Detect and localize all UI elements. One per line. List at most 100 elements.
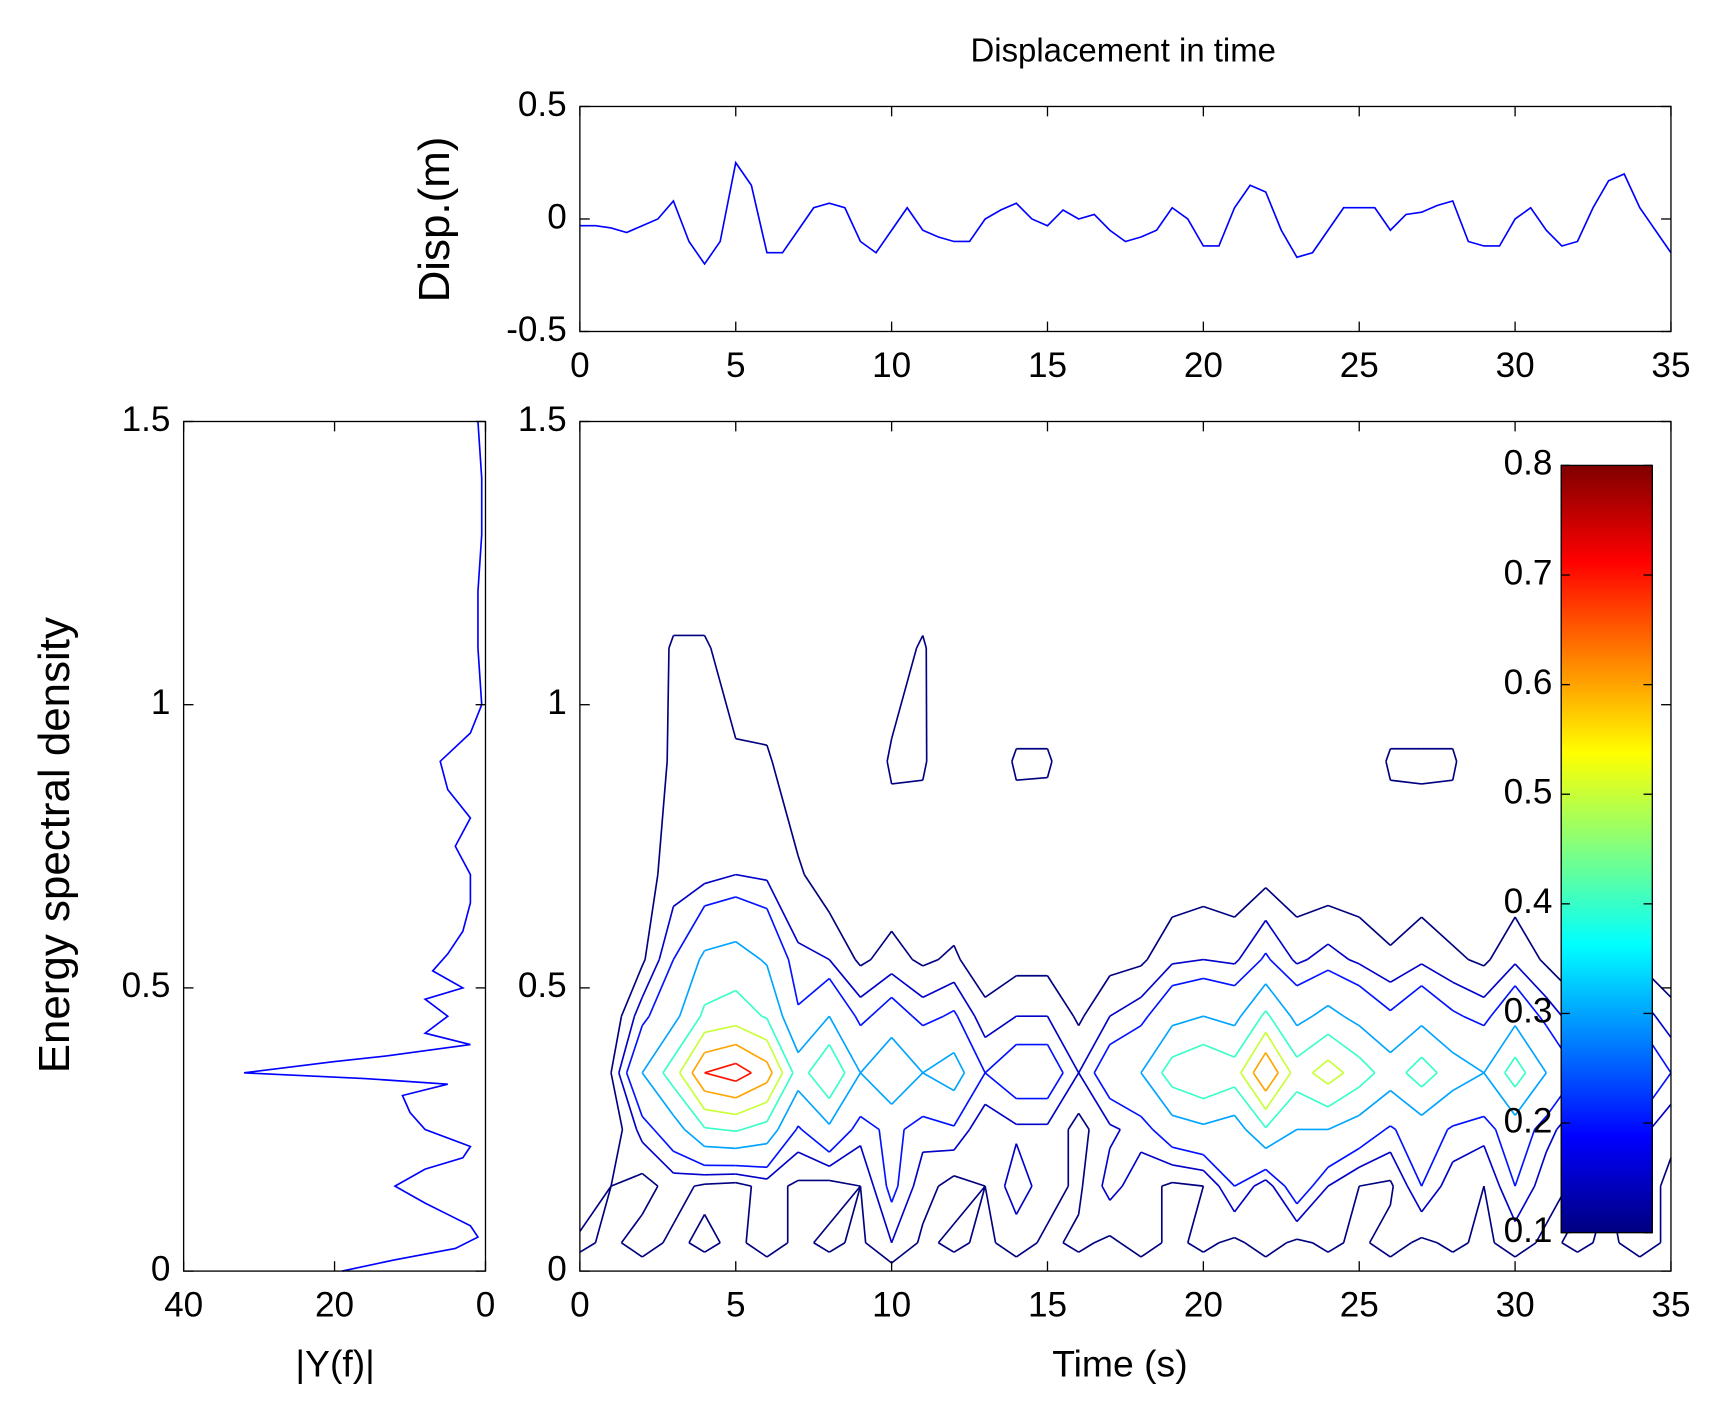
top-y-label: Disp.(m): [410, 137, 459, 303]
contour-segment: [1494, 1129, 1516, 1187]
contour-segment: [860, 958, 872, 967]
contour-segment: [1146, 916, 1173, 960]
x-tick-label: 20: [315, 1286, 354, 1325]
contour-segment: [1140, 1025, 1173, 1074]
contour-segment: [859, 1072, 893, 1105]
contour-segment: [1187, 1242, 1204, 1253]
contour-segment: [1296, 904, 1329, 918]
contour-segment: [1483, 1145, 1501, 1187]
contour-segment: [1109, 1097, 1142, 1118]
contour-segment: [1421, 916, 1454, 947]
contour-segment: [1171, 905, 1204, 918]
contour-segment: [890, 1185, 899, 1203]
contour-segment: [673, 1150, 705, 1167]
contour-segment: [891, 1072, 924, 1105]
contour-segment: [1240, 1072, 1267, 1110]
contour-segment: [828, 1044, 846, 1074]
contour-segment: [641, 1185, 675, 1244]
contour-segment: [618, 1072, 638, 1130]
contour-segment: [1483, 1185, 1496, 1243]
colorbar-tick-label: 0.4: [1504, 882, 1553, 921]
contour-segment: [1233, 887, 1267, 918]
contour-segment: [1109, 965, 1142, 977]
contour-segment: [1296, 1090, 1329, 1108]
contour-segment: [1311, 1166, 1329, 1187]
contour-segment: [735, 1043, 768, 1063]
x-tick-label: 5: [726, 346, 746, 385]
contour-segment: [1015, 1185, 1033, 1215]
contour-segment: [859, 1115, 880, 1131]
contour-segment: [1046, 1044, 1064, 1074]
contour-segment: [673, 1172, 705, 1176]
contour-segment: [1420, 1129, 1449, 1187]
colorbar-tick-label: 0.5: [1504, 773, 1553, 812]
contour-segment: [1452, 1009, 1464, 1017]
contour-segment: [766, 1039, 784, 1074]
colorbar-tick-label: 0.8: [1504, 444, 1553, 483]
contour-segment: [1245, 1128, 1267, 1149]
contour-segment: [1233, 958, 1240, 965]
contour-segment: [953, 1052, 966, 1074]
contour-segment: [1577, 1242, 1594, 1253]
contour-segment: [1172, 1181, 1204, 1187]
contour-segment: [828, 977, 856, 1017]
contour-segment: [699, 1004, 706, 1017]
x-tick-label: 40: [164, 1286, 203, 1325]
contour-segment: [1140, 958, 1148, 967]
contour-segment: [625, 1072, 644, 1117]
contour-segment: [662, 1072, 675, 1088]
contour-segment: [691, 1052, 706, 1074]
contour-segment: [1436, 1242, 1454, 1253]
contour-segment: [1202, 1154, 1236, 1187]
contour-segment: [704, 1242, 721, 1253]
contour-segment: [937, 1175, 955, 1187]
contour-segment: [937, 944, 955, 961]
contour-segment: [1109, 1024, 1142, 1046]
contour-segment: [1172, 958, 1204, 965]
contour-segment: [1077, 1072, 1111, 1125]
contour-segment: [1296, 1185, 1314, 1205]
contour-segment: [1545, 1129, 1558, 1153]
contour-segment: [678, 959, 701, 1017]
contour-segment: [1186, 1185, 1205, 1243]
contour-segment: [813, 1242, 830, 1253]
contour-segment: [1109, 1235, 1121, 1244]
contour-segment: [735, 873, 768, 882]
contour-segment: [1067, 1112, 1080, 1130]
contour-segment: [890, 930, 914, 961]
contour-segment: [1390, 779, 1422, 785]
contour-segment: [828, 1128, 853, 1153]
contour-segment: [1421, 1089, 1454, 1116]
main-x-label: Time (s): [1052, 1342, 1187, 1384]
contour-segment: [1036, 1223, 1049, 1244]
contour-segment: [1451, 761, 1458, 781]
contour-segment: [916, 1223, 924, 1243]
contour-segment: [1093, 1072, 1111, 1100]
contour-segment: [1654, 1015, 1672, 1038]
contour-segment: [1265, 1031, 1292, 1074]
contour-segment: [859, 1186, 867, 1243]
contour-segment: [984, 1043, 1017, 1074]
contour-segment: [1140, 1015, 1149, 1027]
contour-segment: [787, 1179, 799, 1187]
contour-segment: [878, 1129, 888, 1187]
contour-segment: [953, 945, 961, 960]
contour-segment: [1452, 944, 1469, 961]
contour-segment: [771, 761, 799, 856]
contour-segment: [828, 1185, 862, 1243]
contour-segment: [1265, 1128, 1298, 1150]
contour-segment: [859, 1145, 875, 1187]
contour-segment: [735, 1101, 768, 1116]
contour-segment: [1421, 1236, 1438, 1244]
contour-segment: [684, 1128, 706, 1148]
contour-segment: [829, 1179, 861, 1187]
contour-segment: [1327, 1147, 1360, 1168]
contour-segment: [766, 1151, 799, 1180]
contour-segment: [911, 1015, 924, 1027]
contour-segment: [1389, 1125, 1397, 1131]
contour-segment: [766, 964, 784, 1017]
contour-segment: [995, 1242, 1017, 1258]
contour-segment: [666, 648, 670, 762]
contour-segment: [968, 1103, 986, 1130]
contour-segment: [704, 989, 737, 1006]
